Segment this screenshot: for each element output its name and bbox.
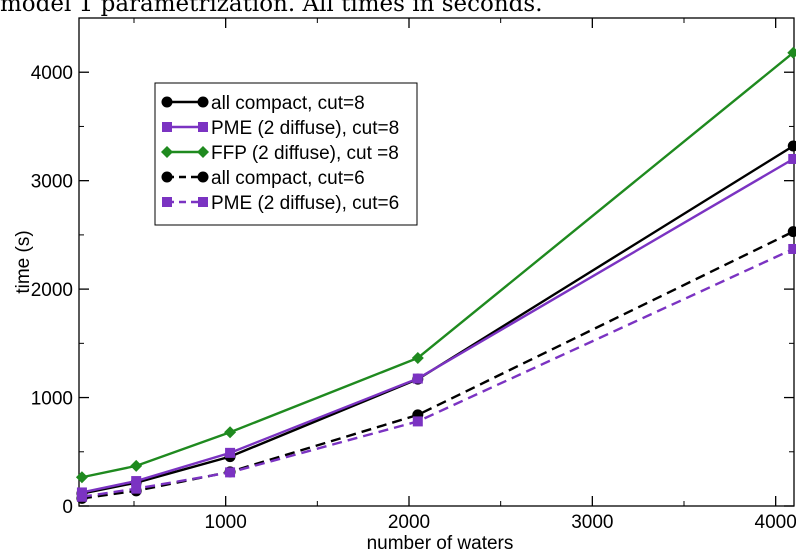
plot-frame [78, 17, 795, 507]
data-point-ffp-2-diffuse-cut-8-2048 [411, 351, 424, 364]
legend-label: all compact, cut=8 [211, 93, 365, 114]
data-point-pme-2-diffuse-cut-8-4096 [788, 153, 796, 164]
legend-item-all-compact-cut-6: all compact, cut=6 [161, 168, 365, 189]
data-point-pme-2-diffuse-cut-8-512 [131, 476, 142, 487]
data-point-ffp-2-diffuse-cut-8-216 [75, 471, 88, 484]
x-tick-label-4000: 4000 [755, 512, 796, 533]
y-tick-label-4000: 4000 [31, 63, 73, 84]
x-tick-label-3000: 3000 [571, 512, 613, 533]
legend-label: PME (2 diffuse), cut=6 [211, 193, 399, 214]
data-point-pme-2-diffuse-cut-6-1024 [225, 467, 236, 478]
data-point-all-compact-cut-8-4096 [787, 140, 796, 152]
legend-label: all compact, cut=6 [211, 168, 365, 189]
legend-marker [197, 171, 209, 183]
x-axis: 1000 2000 3000 4000 [133, 18, 796, 533]
legend-marker [162, 197, 172, 207]
y-tick-label-1000: 1000 [31, 389, 73, 410]
data-point-pme-2-diffuse-cut-6-512 [131, 483, 142, 494]
x-tick-label-1000: 1000 [205, 512, 247, 533]
legend-label: PME (2 diffuse), cut=8 [211, 118, 399, 139]
legend-marker [198, 197, 208, 207]
legend-label: FFP (2 diffuse), cut =8 [211, 143, 399, 164]
series-line-all-compact-cut-6 [81, 230, 794, 500]
data-point-ffp-2-diffuse-cut-8-4096 [787, 46, 796, 59]
legend-item-pme-2-diffuse-cut-6: PME (2 diffuse), cut=6 [162, 193, 399, 214]
legend-item-ffp-2-diffuse-cut-8: FFP (2 diffuse), cut =8 [161, 143, 399, 164]
series-pme-2-diffuse-cut-6 [76, 243, 796, 502]
legend-marker [197, 96, 209, 108]
y-tick-label-3000: 3000 [31, 172, 73, 193]
y-axis: 0 1000 2000 3000 4000 [31, 63, 794, 518]
y-tick-label-0: 0 [62, 497, 73, 518]
figure-caption: model 1 parametrization. All times in se… [0, 0, 543, 17]
legend-marker [197, 146, 209, 158]
legend-marker [161, 146, 173, 158]
legend-item-pme-2-diffuse-cut-8: PME (2 diffuse), cut=8 [162, 118, 399, 139]
legend-item-all-compact-cut-8: all compact, cut=8 [161, 93, 365, 114]
y-axis-label: time (s) [13, 230, 34, 293]
y-tick-label-2000: 2000 [31, 280, 73, 301]
legend-marker [198, 122, 208, 132]
data-point-pme-2-diffuse-cut-6-216 [76, 491, 87, 502]
legend-marker [161, 96, 173, 108]
data-point-pme-2-diffuse-cut-8-1024 [225, 447, 236, 458]
data-point-ffp-2-diffuse-cut-8-1024 [224, 426, 237, 439]
series-layer [75, 46, 796, 504]
legend: all compact, cut=8 PME (2 diffuse), cut=8… [154, 82, 418, 226]
data-point-ffp-2-diffuse-cut-8-512 [130, 459, 143, 472]
data-point-all-compact-cut-6-4096 [787, 226, 796, 238]
data-point-pme-2-diffuse-cut-6-4096 [788, 243, 796, 254]
data-point-pme-2-diffuse-cut-6-2048 [412, 416, 423, 427]
series-line-pme-2-diffuse-cut-6 [81, 247, 794, 498]
data-point-pme-2-diffuse-cut-8-2048 [412, 373, 423, 384]
series-all-compact-cut-6 [76, 226, 796, 504]
legend-marker [161, 171, 173, 183]
x-axis-label: number of waters [367, 533, 514, 553]
legend-marker [162, 122, 172, 132]
series-ffp-2-diffuse-cut-8 [75, 46, 796, 484]
x-tick-label-2000: 2000 [388, 512, 430, 533]
